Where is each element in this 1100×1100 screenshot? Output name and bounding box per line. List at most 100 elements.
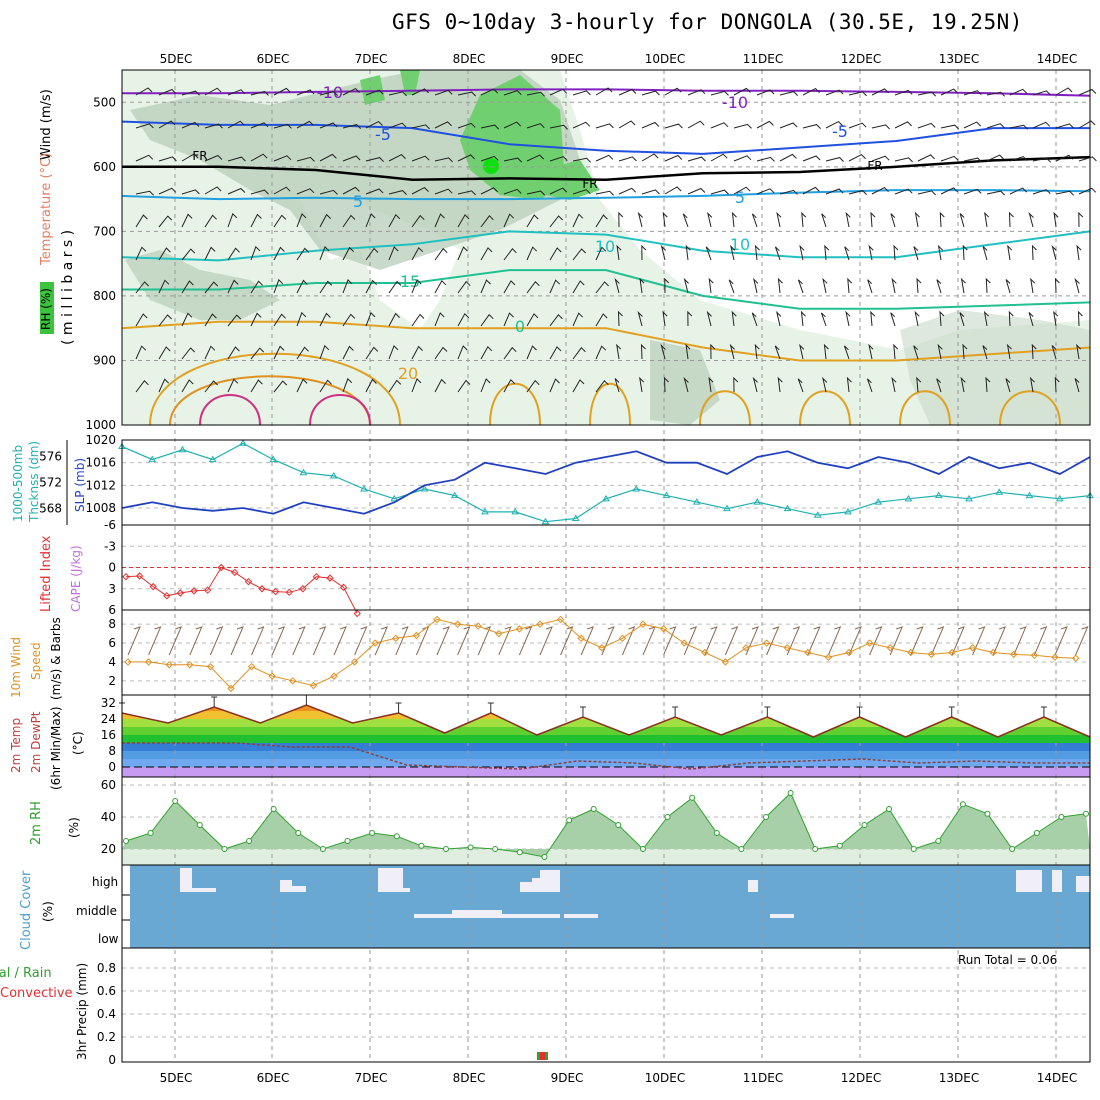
isotherm-label-9: 10 — [595, 237, 615, 256]
isotherm-label-8: 5 — [735, 188, 745, 207]
temp-minmax-bar — [672, 706, 679, 717]
wind-barb — [1009, 124, 1029, 130]
label-wind: Wind (m/s) — [39, 89, 54, 160]
date-top-14DEC: 14DEC — [1037, 52, 1077, 66]
wind-barb — [940, 124, 960, 130]
label-cloud: Cloud Cover — [19, 870, 34, 950]
label-cloud-high: high — [92, 875, 118, 889]
label-temp2m: 2m Temp — [9, 718, 23, 773]
wind-barb — [480, 215, 494, 228]
wind-barb — [866, 378, 873, 393]
wind10-barb — [930, 626, 945, 656]
wind-barb — [296, 247, 310, 261]
wind-barb — [914, 310, 920, 327]
wind-barb — [641, 153, 659, 162]
wind-barb — [204, 246, 216, 261]
precip-bar-conv — [540, 1052, 545, 1060]
date-bottom-10DEC: 10DEC — [645, 1071, 685, 1085]
wind-barb — [227, 187, 246, 195]
wind-barb — [388, 246, 399, 261]
point-rh2m — [319, 846, 326, 852]
wind-barb — [868, 244, 874, 261]
wind-barb — [595, 281, 609, 294]
wind-barb — [342, 313, 356, 327]
wind-barb — [526, 345, 537, 360]
wind-barb — [503, 90, 522, 96]
wind-barb — [273, 123, 292, 129]
wind-barb — [985, 277, 991, 294]
wind-barb — [135, 214, 148, 228]
wind-barb — [845, 310, 851, 327]
wind-barb — [618, 156, 637, 162]
wind-barb — [846, 376, 852, 393]
wind-barb — [549, 187, 568, 195]
isotherm-15 — [122, 269, 1091, 310]
wind-barb — [962, 244, 968, 261]
cloud-gap-11 — [1052, 870, 1062, 892]
wind-barb — [273, 380, 288, 393]
ytick-slp-1012: 1012 — [85, 478, 116, 492]
point-thickness — [904, 494, 913, 502]
ytick-rh-40: 40 — [101, 810, 116, 824]
label-cape: CAPE (J/kg) — [69, 545, 83, 612]
wind-barb — [227, 314, 242, 327]
wind-barb — [1051, 244, 1057, 261]
wind-barb — [480, 155, 499, 162]
wind-barb — [365, 279, 377, 294]
label-slp: SLP (mb) — [73, 458, 87, 512]
wind-barb — [526, 123, 545, 129]
isotherm-20 — [121, 320, 1091, 362]
point-wind10 — [721, 658, 730, 666]
cloud-gap-9 — [748, 880, 758, 892]
point-wind10 — [453, 620, 462, 628]
point-rh2m — [787, 790, 794, 796]
wind10-barb — [498, 626, 512, 656]
point-li — [122, 573, 130, 581]
wind-barb — [250, 280, 263, 294]
wind-barb — [388, 91, 407, 97]
wind-barb — [457, 312, 470, 327]
wind-barb — [549, 156, 568, 162]
wind-barb — [319, 280, 333, 294]
rh-legend-swatch — [40, 282, 54, 334]
series-dewpt — [122, 742, 1090, 770]
cloud-gap-14 — [452, 910, 502, 918]
ytick-slp-1008: 1008 — [85, 501, 116, 515]
label-tempunit: (°C) — [71, 731, 85, 755]
wind-barb — [986, 91, 1006, 97]
wind-barb — [434, 346, 448, 360]
wind10-barb — [395, 626, 409, 656]
wind-barb — [572, 379, 585, 393]
point-li — [339, 583, 348, 592]
point-thickness — [239, 439, 247, 446]
wind-barb — [618, 187, 637, 195]
point-rh2m — [172, 798, 179, 804]
point-thickness — [632, 485, 641, 492]
point-wind10 — [144, 658, 153, 666]
wind-barb — [480, 247, 493, 261]
point-wind10 — [659, 625, 668, 633]
wind10-barb — [848, 626, 862, 656]
wind-barb — [802, 87, 820, 96]
wind-barb — [1005, 279, 1011, 294]
date-top-12DEC: 12DEC — [841, 52, 881, 66]
frame-p8 — [121, 947, 1091, 1063]
wind-barb — [388, 122, 407, 129]
point-rh2m — [516, 849, 523, 856]
wind-barb — [754, 244, 760, 261]
wind10-barb — [724, 626, 739, 656]
wind-barb — [986, 190, 1006, 196]
wind-barb — [890, 312, 896, 327]
wind-barb — [963, 188, 982, 195]
wind-barb — [939, 211, 945, 228]
wind-barb — [572, 280, 585, 294]
wind-barb — [434, 378, 446, 393]
wind-barb — [640, 343, 646, 360]
point-wind10 — [289, 677, 297, 685]
wind-barb — [891, 277, 897, 294]
wind-barb — [707, 211, 713, 228]
wind-barb — [365, 188, 384, 195]
point-rh2m — [861, 822, 868, 828]
isotherm--5 — [121, 120, 1090, 155]
wind10-barb — [745, 626, 759, 656]
